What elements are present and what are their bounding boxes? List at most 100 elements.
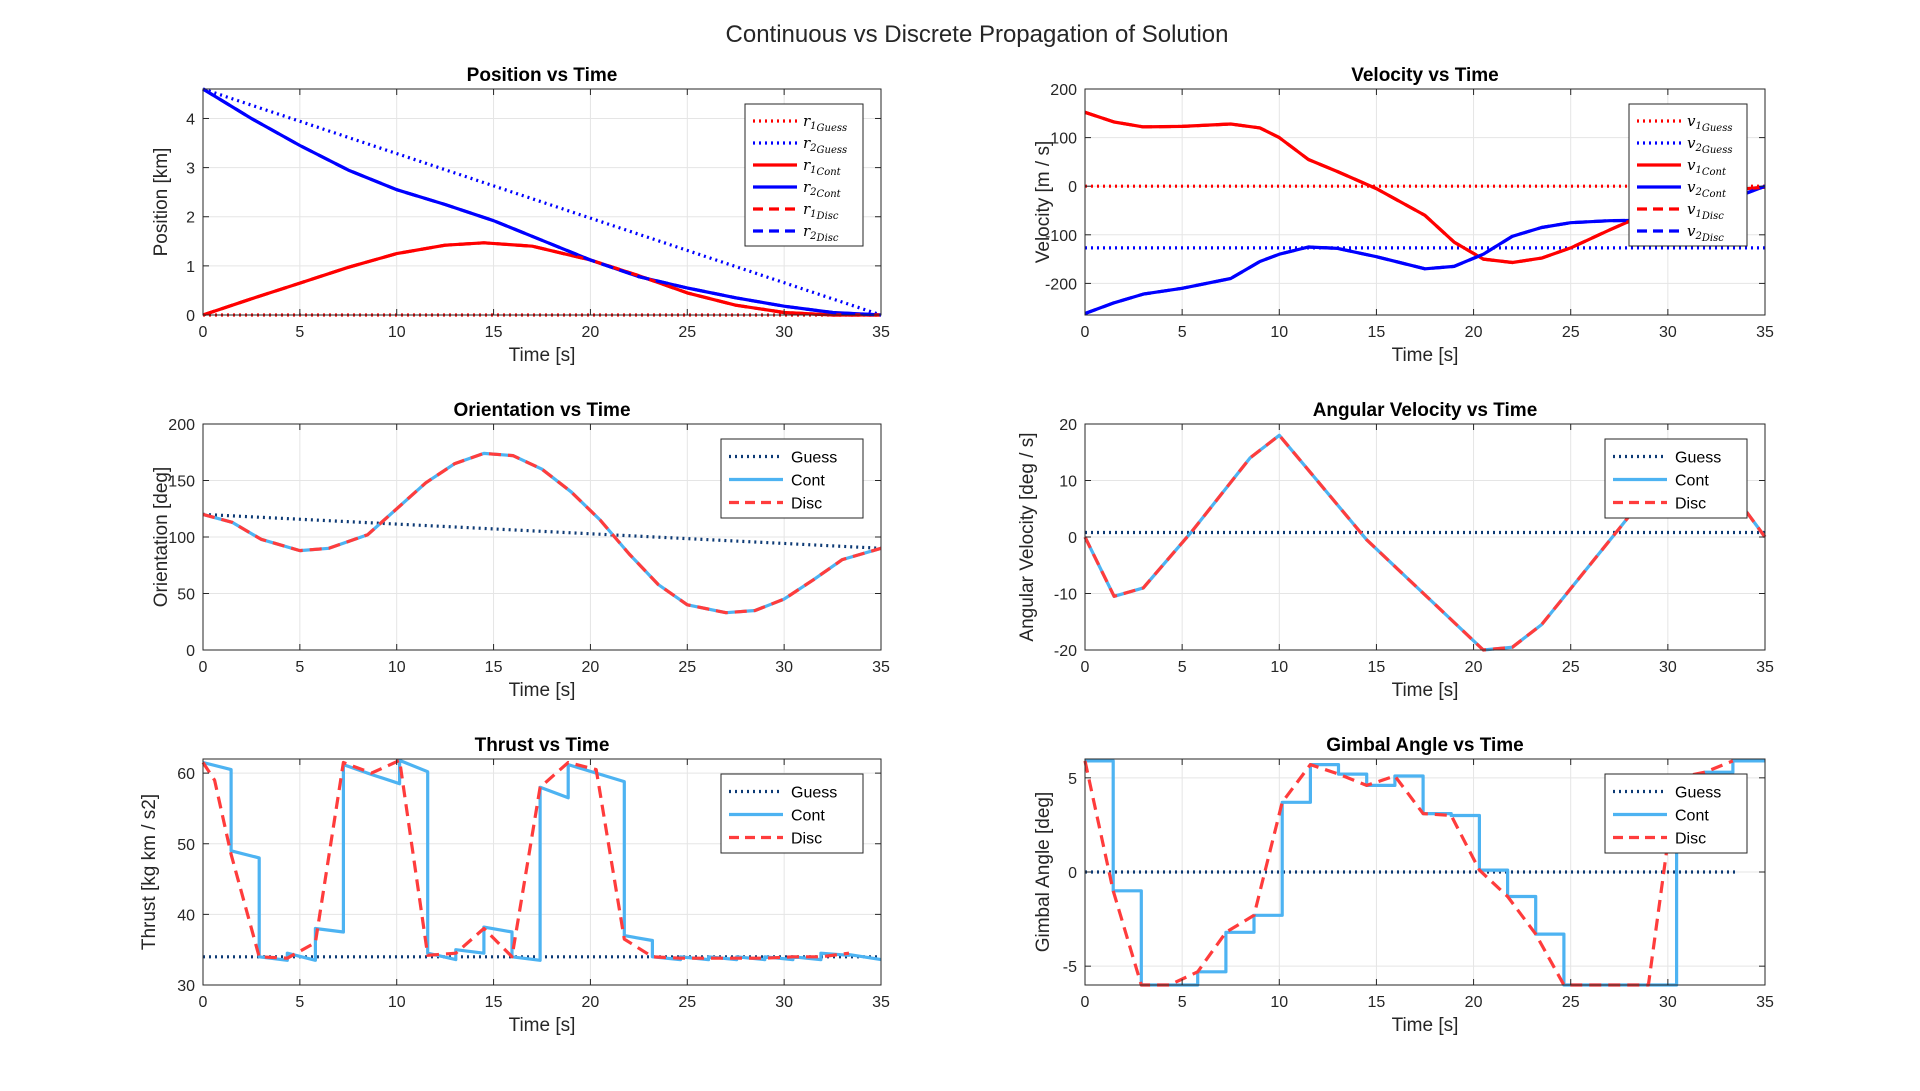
legend-box [1628, 103, 1748, 247]
x-axis-label: Time [s] [509, 680, 576, 701]
axes-frame [1084, 88, 1766, 316]
y-tick-label: 0 [1068, 530, 1077, 547]
x-tick-label: 5 [1178, 659, 1187, 676]
legend-label: Guess [1675, 785, 1721, 802]
x-tick-label: 5 [295, 659, 304, 676]
x-tick-label: 10 [388, 324, 406, 341]
x-axis-label: Time [s] [1392, 680, 1459, 701]
y-tick-label: 3 [186, 161, 195, 178]
x-axis-label: Time [s] [1392, 345, 1459, 366]
legend-label: Cont [1675, 473, 1709, 490]
y-tick-label: 0 [1068, 865, 1077, 882]
y-axis-label: Thrust [kg km / s2] [139, 794, 160, 950]
legend-label: r2Guess [803, 134, 847, 156]
legend-label: r1Guess [803, 112, 847, 134]
y-tick-label: 2 [186, 210, 195, 227]
legend-label: r2Cont [803, 178, 842, 200]
series-line-disc [201, 758, 850, 960]
legend-label: Disc [791, 831, 822, 848]
y-tick-label: 4 [186, 111, 195, 128]
x-tick-label: 35 [1756, 324, 1774, 341]
legend-label: v2Disc [1687, 222, 1724, 244]
y-tick-label: -100 [1045, 228, 1077, 245]
y-tick-label: 5 [1068, 771, 1077, 788]
y-tick-label: 1 [186, 259, 195, 276]
x-tick-label: 0 [199, 994, 208, 1011]
x-tick-label: 0 [1081, 659, 1090, 676]
legend-label: Disc [1675, 831, 1706, 848]
x-tick-label: 10 [1270, 994, 1288, 1011]
x-tick-label: 25 [678, 324, 696, 341]
legend-label: v1Cont [1687, 156, 1727, 178]
x-tick-label: 20 [1465, 324, 1483, 341]
y-tick-label: -10 [1054, 587, 1077, 604]
y-tick-label: 0 [186, 308, 195, 325]
y-tick-label: 50 [177, 837, 195, 854]
y-axis-label: Orientation [deg] [151, 467, 172, 607]
subplot-title: Gimbal Angle vs Time [1326, 735, 1523, 756]
subplot-orientation-vs-time: 0 5 10 15 20 25 30 35 0 50 100 150 200 Orientation vs… [151, 400, 890, 701]
subplot-velocity-vs-time: 0 5 10 15 20 25 30 35 -200 -100 0 100 200 Velocity vs… [1033, 65, 1774, 366]
y-axis-label: Velocity [m / s] [1033, 141, 1054, 263]
legend-box [1604, 438, 1748, 519]
x-tick-label: 10 [1270, 324, 1288, 341]
x-tick-label: 5 [295, 324, 304, 341]
series-line-cont [202, 758, 882, 962]
legend-label: Guess [1675, 450, 1721, 467]
x-tick-label: 20 [1465, 994, 1483, 1011]
x-tick-label: 20 [1465, 659, 1483, 676]
x-tick-label: 15 [1368, 324, 1386, 341]
series-line-guess [202, 512, 882, 550]
x-tick-label: 15 [485, 659, 503, 676]
subplot-thrust-vs-time: 0 5 10 15 20 25 30 35 30 40 50 60 Thrust vs Time Time… [139, 735, 890, 1036]
y-tick-label: 0 [186, 643, 195, 660]
series-line-disc [202, 451, 882, 615]
x-tick-label: 25 [1562, 659, 1580, 676]
x-tick-label: 15 [485, 994, 503, 1011]
y-axis-label: Position [km] [151, 148, 172, 257]
subplot-title: Angular Velocity vs Time [1313, 400, 1538, 421]
y-tick-label: 50 [177, 587, 195, 604]
y-tick-label: 100 [168, 530, 195, 547]
y-tick-label: -200 [1045, 276, 1077, 293]
y-tick-label: 200 [1050, 82, 1077, 99]
series-line-disc [1083, 759, 1734, 987]
y-axis-label: Gimbal Angle [deg] [1033, 792, 1054, 953]
y-tick-label: 10 [1059, 474, 1077, 491]
legend-label: v2Cont [1687, 178, 1727, 200]
y-tick-label: -5 [1063, 959, 1077, 976]
legend-label: Cont [791, 808, 825, 825]
x-tick-label: 0 [199, 324, 208, 341]
y-tick-label: -20 [1054, 643, 1077, 660]
legend: Guess Cont Disc [720, 773, 864, 854]
axes-frame [202, 88, 882, 316]
x-tick-label: 25 [1562, 994, 1580, 1011]
x-tick-label: 15 [485, 324, 503, 341]
legend: Guess Cont Disc [1604, 438, 1748, 519]
x-tick-label: 15 [1368, 994, 1386, 1011]
y-tick-label: 30 [177, 978, 195, 995]
x-tick-label: 5 [295, 994, 304, 1011]
legend-label: v1Disc [1687, 200, 1724, 222]
legend-label: r2Disc [803, 222, 839, 244]
series-line-r1-disc [202, 241, 881, 317]
x-tick-label: 20 [582, 994, 600, 1011]
legend-box [744, 103, 864, 247]
x-tick-label: 30 [775, 324, 793, 341]
x-tick-label: 30 [1659, 324, 1677, 341]
x-axis-label: Time [s] [509, 1015, 576, 1036]
legend-label: Cont [791, 473, 825, 490]
x-tick-label: 15 [1368, 659, 1386, 676]
y-tick-label: 150 [168, 474, 195, 491]
y-tick-label: 60 [177, 766, 195, 783]
series-line-r2-disc [202, 87, 882, 317]
subplot-title: Thrust vs Time [475, 735, 610, 756]
y-tick-label: 20 [1059, 417, 1077, 434]
x-tick-label: 30 [775, 994, 793, 1011]
y-tick-label: 40 [177, 907, 195, 924]
x-tick-label: 0 [1081, 324, 1090, 341]
legend-label: r1Cont [803, 156, 842, 178]
x-tick-label: 10 [1270, 659, 1288, 676]
figure-title: Continuous vs Discrete Propagation of So… [726, 21, 1229, 48]
